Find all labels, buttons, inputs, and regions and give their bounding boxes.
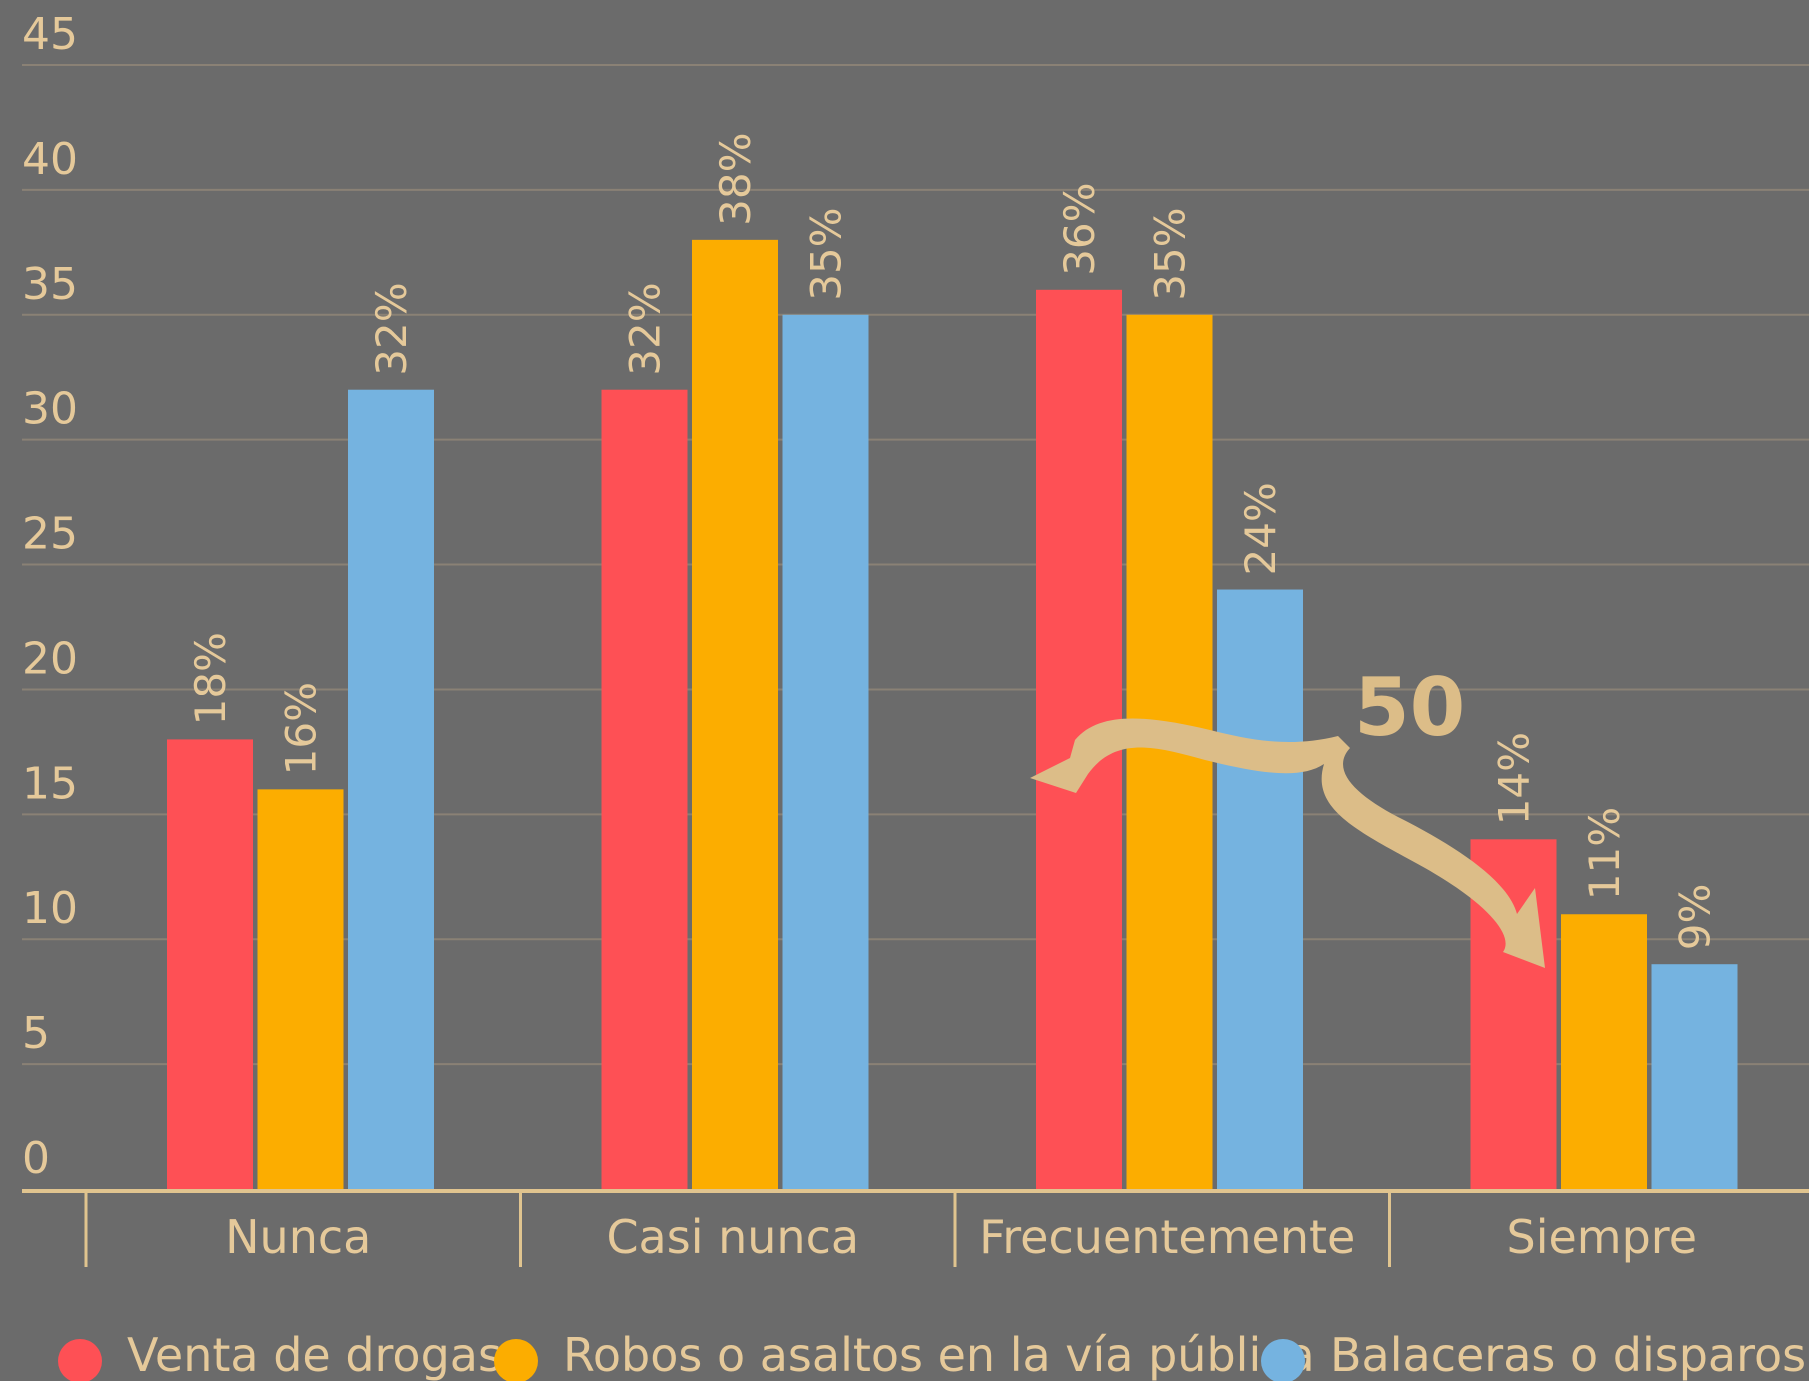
x-category-label: Frecuentemente xyxy=(979,1210,1355,1264)
bar xyxy=(348,389,434,1189)
y-tick-label: 25 xyxy=(22,509,78,560)
y-tick-label: 0 xyxy=(22,1133,50,1184)
bar xyxy=(692,239,778,1189)
y-tick-label: 45 xyxy=(22,9,78,60)
bar-value-label: 36% xyxy=(1055,182,1104,275)
bar-value-label: 32% xyxy=(367,282,416,375)
bar-value-label: 18% xyxy=(186,632,235,725)
bars xyxy=(167,239,1738,1189)
legend-label: Robos o asaltos en la vía pública xyxy=(563,1328,1315,1381)
legend-swatch-icon xyxy=(58,1339,102,1381)
legend-label: Balaceras o disparos xyxy=(1330,1328,1806,1381)
bar xyxy=(601,389,688,1189)
bar-value-label: 14% xyxy=(1490,732,1539,825)
annotation-label: 50 xyxy=(1354,661,1465,754)
y-axis-ticks: 0 5 10 15 20 25 30 35 40 45 xyxy=(22,9,78,1184)
legend-label: Venta de drogas xyxy=(127,1328,502,1381)
bar-value-label: 11% xyxy=(1580,807,1629,900)
y-tick-label: 30 xyxy=(22,384,78,435)
y-tick-label: 20 xyxy=(22,633,78,684)
annotation: 50 xyxy=(1030,661,1545,968)
legend: Venta de drogas Robos o asaltos en la vía… xyxy=(58,1328,1806,1381)
bar-value-label: 35% xyxy=(1146,207,1195,300)
y-tick-label: 10 xyxy=(22,883,78,934)
x-axis: Nunca Casi nunca Frecuentemente Siempre xyxy=(22,1189,1809,1267)
curved-arrow-icon xyxy=(1030,718,1545,968)
bar xyxy=(1217,589,1303,1189)
bar xyxy=(257,789,344,1189)
bar xyxy=(1651,964,1738,1189)
bar xyxy=(782,314,869,1189)
x-category-label: Siempre xyxy=(1507,1210,1698,1264)
data-labels: 18% 32% 36% 14% 16% 38% 35% 11% 32% 35% 24% 9% xyxy=(186,132,1720,950)
y-tick-label: 15 xyxy=(22,758,78,809)
bar xyxy=(1561,914,1647,1189)
legend-swatch-icon xyxy=(494,1339,538,1381)
bar-value-label: 32% xyxy=(621,282,670,375)
bar-value-label: 38% xyxy=(711,132,760,225)
bar xyxy=(167,739,253,1189)
x-category-label: Casi nunca xyxy=(606,1210,859,1264)
y-tick-label: 35 xyxy=(22,259,78,310)
bar-value-label: 35% xyxy=(802,207,851,300)
bar-value-label: 16% xyxy=(277,682,326,775)
y-tick-label: 5 xyxy=(22,1008,50,1059)
bar-value-label: 9% xyxy=(1671,884,1720,951)
x-category-label: Nunca xyxy=(225,1210,371,1264)
y-tick-label: 40 xyxy=(22,134,78,185)
bar-value-label: 24% xyxy=(1236,482,1285,575)
legend-swatch-icon xyxy=(1261,1339,1305,1381)
